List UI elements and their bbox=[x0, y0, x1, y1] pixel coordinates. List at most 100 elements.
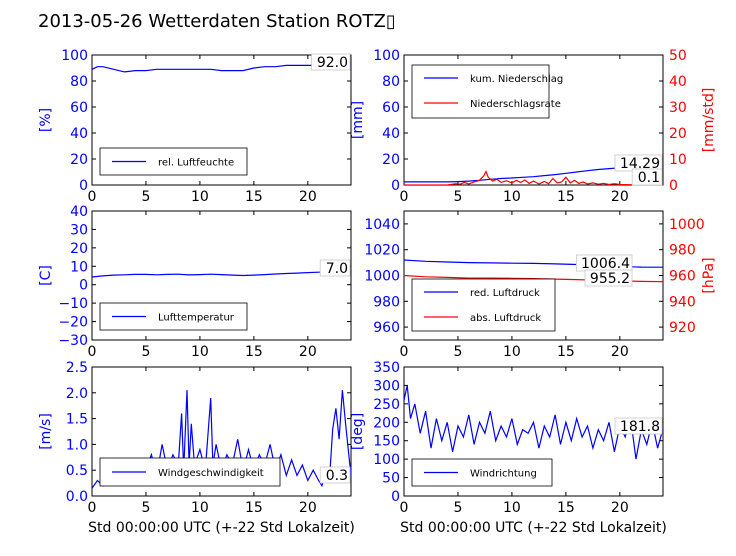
y-tick-label: 80 bbox=[70, 74, 88, 90]
x-tick-label: 0 bbox=[400, 189, 409, 205]
x-tick-label: 0 bbox=[88, 189, 97, 205]
y-tick-label: 1.0 bbox=[66, 437, 88, 453]
x-tick-label: 0 bbox=[88, 344, 97, 360]
x-tick-label: 15 bbox=[557, 344, 575, 360]
legend-label: Niederschlagsrate bbox=[470, 99, 561, 110]
x-tick-label: 20 bbox=[299, 189, 317, 205]
y-tick-label: 40 bbox=[382, 126, 400, 142]
y-tick-label: 0 bbox=[391, 489, 400, 505]
annotation-box bbox=[311, 53, 351, 71]
legend-label: Lufttemperatur bbox=[158, 313, 235, 324]
y-axis-label-right: [hPa] bbox=[701, 257, 717, 293]
legend: Windrichtung bbox=[411, 458, 553, 487]
annotation-box bbox=[614, 417, 663, 435]
y-tick-label: 100 bbox=[61, 48, 88, 64]
x-tick-label: 10 bbox=[191, 189, 209, 205]
x-tick-label: 20 bbox=[611, 344, 629, 360]
annotation-label: 955.2 bbox=[590, 271, 630, 287]
y-tick-label: 2.0 bbox=[66, 386, 88, 402]
legend: Windgeschwindigkeit bbox=[99, 457, 281, 487]
y-tick-label: 0 bbox=[79, 278, 88, 294]
plot-temperature: 0 5 10 15 20 −30 −20 −10 0 10 20 30 40 [C] Lufttempera… bbox=[38, 204, 352, 360]
y-tick-label: 250 bbox=[373, 397, 400, 413]
x-tick-label: 15 bbox=[245, 344, 263, 360]
y-tick-label-right: 50 bbox=[669, 48, 687, 64]
legend-label: Windgeschwindigkeit bbox=[158, 468, 264, 479]
x-tick-label: 5 bbox=[453, 344, 462, 360]
legend-label: abs. Luftdruck bbox=[470, 313, 541, 324]
y-axis-label: [C] bbox=[38, 265, 54, 286]
x-tick-label: 0 bbox=[400, 344, 409, 360]
y-tick-label: 1.5 bbox=[66, 412, 88, 428]
x-tick-label: 10 bbox=[503, 500, 521, 516]
y-tick-label: 200 bbox=[373, 415, 400, 431]
y-axis-label: [%] bbox=[38, 108, 54, 132]
y-tick-label: 10 bbox=[70, 259, 88, 275]
y-tick-label: 960 bbox=[373, 320, 400, 336]
y-tick-label-right: 10 bbox=[669, 152, 687, 168]
y-tick-label: 350 bbox=[373, 360, 400, 376]
plot-precip: 0 5 10 15 20 0 20 40 60 80 100 0 10 20 30 40 50 [mm] [mm/s… bbox=[350, 48, 717, 205]
y-tick-label: 1000 bbox=[364, 269, 400, 285]
y-tick-label-right: 1000 bbox=[669, 217, 705, 233]
y-tick-label: −30 bbox=[58, 333, 88, 349]
x-tick-label: 5 bbox=[141, 500, 150, 516]
plot-pressure: 0 5 10 15 20 960 980 1000 1020 1040 920 940 960 980 10… bbox=[364, 210, 717, 360]
x-tick-label: 20 bbox=[299, 500, 317, 516]
x-tick-label: 10 bbox=[191, 500, 209, 516]
annotation-box bbox=[319, 466, 351, 484]
annotation-box bbox=[584, 269, 633, 287]
y-tick-label: 100 bbox=[373, 452, 400, 468]
legend: rel. Luftfeuchte bbox=[99, 147, 248, 176]
chart-title: 2013-05-26 Wetterdaten Station ROTZ▯ bbox=[38, 11, 396, 32]
x-tick-label: 15 bbox=[245, 500, 263, 516]
x-tick-label: 5 bbox=[453, 500, 462, 516]
x-tick-label: 20 bbox=[611, 189, 629, 205]
x-tick-label: 10 bbox=[191, 344, 209, 360]
x-tick-label: 15 bbox=[245, 189, 263, 205]
y-tick-label: 1040 bbox=[364, 217, 400, 233]
y-tick-label: 150 bbox=[373, 434, 400, 450]
plot-wind_speed: 0 5 10 15 20 0.0 0.5 1.0 1.5 2.0 2.5 [m/s] Std 00:00… bbox=[38, 360, 355, 536]
y-tick-label: 0.5 bbox=[66, 463, 88, 479]
y-tick-label: −10 bbox=[58, 296, 88, 312]
annotation-label: 0.1 bbox=[638, 170, 660, 186]
annotation-box bbox=[319, 259, 351, 277]
x-tick-label: 5 bbox=[453, 189, 462, 205]
x-tick-label: 0 bbox=[88, 500, 97, 516]
y-tick-label: 1020 bbox=[364, 243, 400, 259]
y-tick-label: 20 bbox=[382, 152, 400, 168]
legend: red. Luftdruck abs. Luftdruck bbox=[411, 278, 556, 332]
y-tick-label: 60 bbox=[70, 100, 88, 116]
x-tick-label: 20 bbox=[299, 344, 317, 360]
x-tick-label: 0 bbox=[400, 500, 409, 516]
legend-label: red. Luftdruck bbox=[470, 288, 540, 299]
y-axis-label: [mm] bbox=[350, 101, 366, 139]
annotation-label: 14.29 bbox=[620, 156, 660, 172]
x-axis-label: Std 00:00:00 UTC (+-22 Std Lokalzeit) bbox=[400, 520, 667, 536]
y-axis-label-right: [mm/std] bbox=[701, 88, 717, 153]
x-tick-label: 10 bbox=[503, 189, 521, 205]
legend-label: rel. Luftfeuchte bbox=[158, 158, 234, 169]
y-tick-label: 20 bbox=[70, 241, 88, 257]
y-tick-label: 0 bbox=[391, 178, 400, 194]
y-tick-label-right: 40 bbox=[669, 74, 687, 90]
y-tick-label-right: 20 bbox=[669, 126, 687, 142]
legend: kum. Niederschlag Niederschlagsrate bbox=[411, 64, 563, 119]
x-tick-label: 10 bbox=[503, 344, 521, 360]
plot-humidity: 0 5 10 15 20 0 20 40 60 80 100 [%] rel. Luftfeuchte 9… bbox=[38, 48, 352, 205]
series-line-1 bbox=[92, 271, 351, 278]
series-line-2 bbox=[404, 170, 663, 185]
y-axis-label: [m/s] bbox=[38, 413, 54, 450]
legend-box bbox=[411, 278, 556, 332]
y-tick-label-right: 960 bbox=[669, 269, 696, 285]
annotation-label: 181.8 bbox=[620, 419, 660, 435]
x-tick-label: 20 bbox=[611, 500, 629, 516]
x-axis-label: Std 00:00:00 UTC (+-22 Std Lokalzeit) bbox=[88, 520, 355, 536]
annotation-label: 0.3 bbox=[326, 468, 348, 484]
y-axis-label: [deg] bbox=[350, 413, 366, 450]
legend: Lufttemperatur bbox=[99, 302, 248, 331]
y-tick-label: 300 bbox=[373, 378, 400, 394]
y-tick-label: 2.5 bbox=[66, 360, 88, 376]
